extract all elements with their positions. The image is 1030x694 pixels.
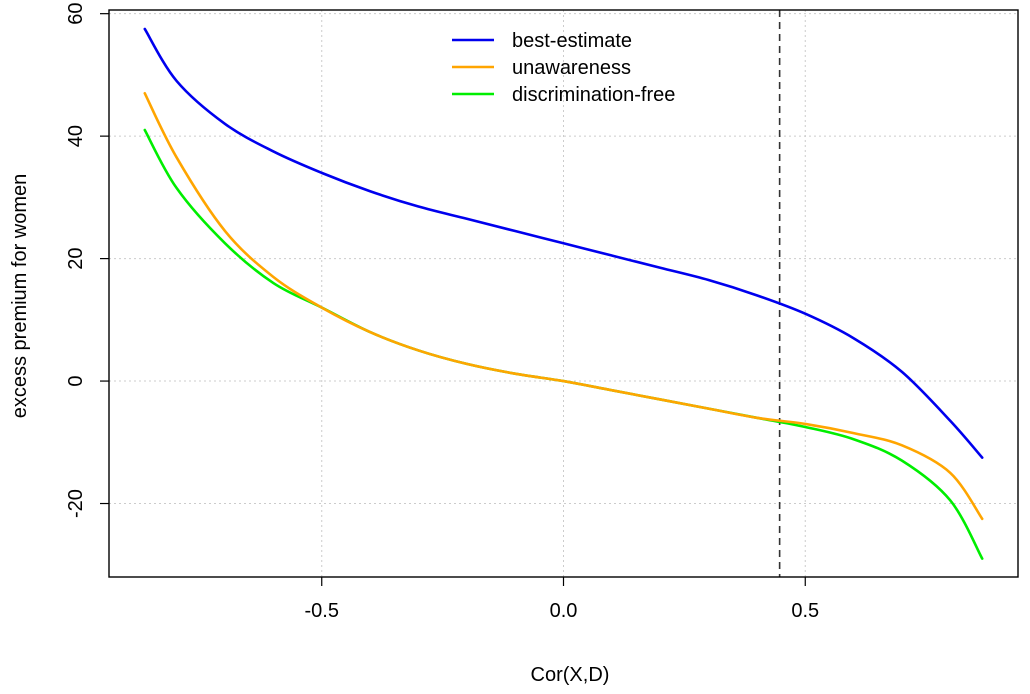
legend: best-estimate unawareness discrimination-f… [452,30,675,106]
x-tick-label: 0.0 [550,600,578,622]
grid-lines [109,10,1018,577]
y-tick-label: 20 [65,247,87,269]
y-axis: -20 0 20 40 60 [65,3,109,518]
legend-label-unawareness: unawareness [512,57,631,79]
series-line-unawareness [143,91,984,521]
series-lines [143,27,984,560]
x-tick-label: 0.5 [791,600,819,622]
legend-label-best-estimate: best-estimate [512,30,632,52]
legend-label-discrimination-free: discrimination-free [512,84,675,106]
x-axis: -0.5 0.0 0.5 [305,577,819,622]
y-tick-label: -20 [65,489,87,518]
series-line-best-estimate [143,27,984,459]
x-tick-label: -0.5 [305,600,339,622]
y-tick-label: 60 [65,3,87,25]
series-line-discrimination-free [143,128,984,560]
x-axis-title: Cor(X,D) [531,664,610,686]
y-tick-label: 0 [65,375,87,386]
y-axis-title: excess premium for women [9,174,31,419]
y-tick-label: 40 [65,125,87,147]
